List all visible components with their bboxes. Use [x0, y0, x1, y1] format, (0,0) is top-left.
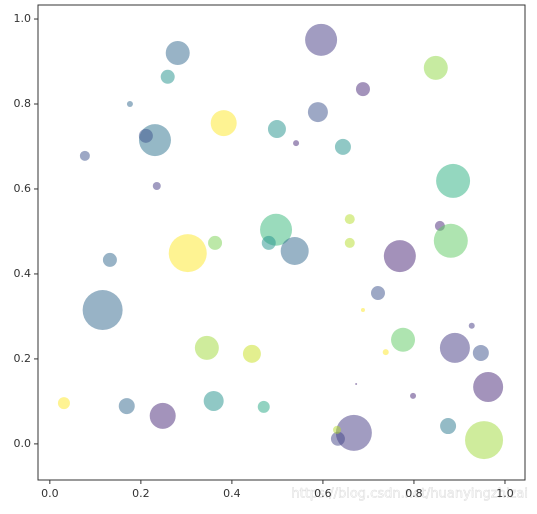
bubble [334, 138, 351, 155]
bubble [165, 41, 190, 66]
bubble [333, 425, 342, 434]
bubble [335, 414, 372, 451]
bubble [261, 235, 276, 250]
bubble [280, 236, 309, 265]
bubble [355, 82, 370, 97]
plot-frame [37, 4, 526, 481]
x-tick-label: 0.4 [223, 487, 241, 500]
x-tick-label: 0.0 [41, 487, 59, 500]
bubble [293, 140, 300, 147]
bubble [383, 240, 416, 273]
y-tick-label: 0.6 [14, 182, 32, 195]
bubble [440, 418, 457, 435]
bubble [194, 335, 219, 360]
bubble [436, 163, 471, 198]
watermark: https://blog.csdn.net/huanyingzhizai [291, 487, 528, 502]
bubble [391, 327, 416, 352]
bubble [305, 23, 338, 56]
bubble [465, 421, 504, 460]
bubble [118, 398, 135, 415]
bubble [57, 397, 70, 410]
bubble [468, 322, 475, 329]
bubble [370, 286, 385, 301]
bubble [355, 382, 358, 385]
bubble [242, 344, 261, 363]
bubble [307, 102, 328, 123]
bubble [160, 69, 175, 84]
bubble [433, 223, 468, 258]
bubble [410, 392, 417, 399]
bubble [330, 431, 345, 446]
x-tick-label: 0.2 [132, 487, 150, 500]
y-tick-label: 0.0 [14, 437, 32, 450]
y-tick-label: 0.2 [14, 352, 32, 365]
bubble [79, 150, 90, 161]
bubble [208, 235, 223, 250]
bubble [257, 400, 270, 413]
bubble [439, 332, 470, 363]
x-tick-label: 0.6 [314, 487, 332, 500]
bubble [344, 214, 355, 225]
bubble [149, 402, 176, 429]
bubble [102, 252, 117, 267]
y-tick-label: 0.8 [14, 97, 32, 110]
bubble [138, 128, 153, 143]
bubble [382, 349, 389, 356]
bubble [203, 390, 224, 411]
bubble [168, 234, 207, 273]
bubble [210, 110, 237, 137]
bubble [267, 120, 286, 139]
bubble [126, 100, 133, 107]
bubble [472, 344, 489, 361]
bubble [360, 308, 365, 313]
x-tick-label: 1.0 [496, 487, 514, 500]
bubble [152, 181, 161, 190]
bubble [344, 237, 355, 248]
x-tick-label: 0.8 [405, 487, 423, 500]
y-tick-label: 0.4 [14, 267, 32, 280]
bubble [473, 371, 504, 402]
bubble [82, 290, 123, 331]
y-tick-label: 1.0 [14, 12, 32, 25]
bubble [423, 55, 448, 80]
